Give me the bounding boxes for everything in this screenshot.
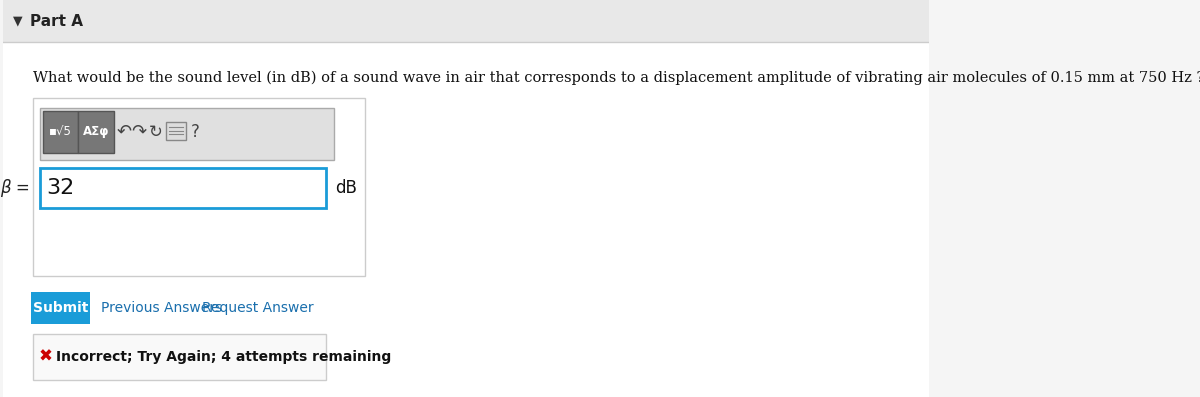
Text: 32: 32 [47, 178, 74, 198]
Text: ↷: ↷ [132, 123, 146, 141]
Text: Part A: Part A [30, 13, 84, 29]
Text: ↻: ↻ [149, 123, 163, 141]
Text: Incorrect; Try Again; 4 attempts remaining: Incorrect; Try Again; 4 attempts remaini… [56, 350, 391, 364]
FancyBboxPatch shape [41, 168, 326, 208]
FancyBboxPatch shape [31, 292, 90, 324]
Text: Previous Answers: Previous Answers [101, 301, 222, 315]
Text: Submit: Submit [32, 301, 88, 315]
FancyBboxPatch shape [78, 111, 114, 153]
Text: Request Answer: Request Answer [203, 301, 314, 315]
FancyBboxPatch shape [32, 334, 326, 380]
Text: ▼: ▼ [12, 15, 22, 27]
Text: dB: dB [335, 179, 358, 197]
Text: ▪√5: ▪√5 [49, 125, 72, 139]
FancyBboxPatch shape [167, 122, 186, 140]
Text: ?: ? [191, 123, 199, 141]
Text: ΑΣφ: ΑΣφ [83, 125, 109, 139]
FancyBboxPatch shape [4, 0, 929, 42]
Text: ✖: ✖ [38, 348, 52, 366]
FancyBboxPatch shape [41, 108, 334, 160]
Text: What would be the sound level (in dB) of a sound wave in air that corresponds to: What would be the sound level (in dB) of… [32, 71, 1200, 85]
Text: β =: β = [0, 179, 30, 197]
Text: ↶: ↶ [116, 123, 131, 141]
FancyBboxPatch shape [32, 98, 365, 276]
FancyBboxPatch shape [4, 42, 929, 397]
FancyBboxPatch shape [43, 111, 78, 153]
